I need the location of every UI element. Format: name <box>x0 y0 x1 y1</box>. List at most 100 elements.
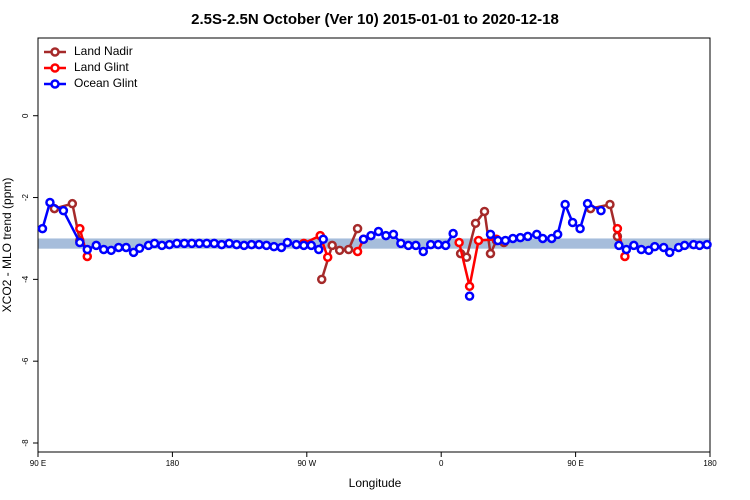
data-point <box>358 234 369 245</box>
data-point <box>269 241 279 252</box>
data-point <box>157 240 167 251</box>
data-point <box>515 232 526 243</box>
data-point <box>322 252 333 263</box>
data-point <box>694 240 705 251</box>
data-point <box>179 238 190 249</box>
data-point <box>134 243 145 254</box>
data-point <box>82 244 93 255</box>
data-point <box>98 244 109 255</box>
data-point <box>164 239 175 250</box>
data-point <box>440 240 451 251</box>
data-point <box>194 238 205 249</box>
data-point <box>403 240 414 251</box>
x-tick-label: 90 E <box>30 459 46 468</box>
data-point <box>532 229 542 240</box>
data-point <box>464 291 475 301</box>
data-point <box>679 240 690 251</box>
x-tick-label: 180 <box>703 459 717 468</box>
data-point <box>113 242 124 253</box>
data-point <box>187 238 197 249</box>
data-point <box>612 223 623 234</box>
y-axis-label: XCO2 - MLO trend (ppm) <box>0 178 14 313</box>
legend-marker <box>50 63 60 73</box>
data-point <box>75 223 85 234</box>
data-point <box>261 240 272 251</box>
data-point <box>121 242 131 253</box>
y-tick-label: -2 <box>21 193 30 201</box>
data-point <box>282 237 293 248</box>
data-point <box>500 235 511 246</box>
x-axis-label: Longitude <box>349 476 402 490</box>
legend-marker <box>50 79 60 89</box>
data-point <box>508 233 518 244</box>
data-point <box>37 223 48 234</box>
data-point <box>149 238 160 249</box>
data-point <box>664 247 675 258</box>
reference-band <box>38 238 710 249</box>
x-tick-label: 90 E <box>567 459 583 468</box>
data-point <box>702 239 712 250</box>
data-point <box>334 245 345 256</box>
data-point <box>454 237 464 248</box>
data-point <box>91 240 101 251</box>
data-point <box>523 231 533 242</box>
data-point <box>425 239 436 250</box>
data-point <box>636 244 647 255</box>
x-tick-label: 0 <box>439 459 444 468</box>
data-point <box>575 223 585 234</box>
y-tick-label: -6 <box>21 357 30 365</box>
data-point <box>546 233 557 244</box>
data-point <box>473 235 484 246</box>
data-point <box>366 230 376 241</box>
data-point <box>464 281 475 292</box>
data-point <box>313 244 324 255</box>
data-point <box>128 247 139 258</box>
data-point <box>448 228 458 239</box>
data-point <box>45 197 55 208</box>
data-point <box>318 234 328 245</box>
data-point <box>224 238 234 249</box>
y-tick-label: -8 <box>21 439 30 447</box>
legend-label: Ocean Glint <box>74 76 138 90</box>
x-tick-label: 90 W <box>297 459 316 468</box>
y-tick-label: 0 <box>21 113 30 118</box>
data-point <box>614 240 624 251</box>
data-point <box>209 238 219 249</box>
data-point <box>352 223 363 234</box>
data-point <box>172 238 182 249</box>
y-tick-label: -4 <box>21 275 30 283</box>
data-point <box>537 233 548 244</box>
data-point <box>605 199 615 210</box>
data-point <box>327 240 337 251</box>
data-point <box>239 240 249 251</box>
data-point <box>381 230 391 241</box>
data-point <box>299 240 309 251</box>
x-tick-label: 180 <box>166 459 180 468</box>
data-point <box>567 217 578 228</box>
legend-label: Land Glint <box>74 60 129 74</box>
data-point <box>291 239 302 250</box>
data-point <box>658 242 669 253</box>
data-point <box>75 237 85 248</box>
data-point <box>201 238 212 249</box>
data-point <box>58 205 69 216</box>
data-point <box>649 241 660 252</box>
data-point <box>485 229 496 240</box>
data-point <box>343 244 354 255</box>
data-point <box>479 206 490 217</box>
data-point <box>231 239 242 250</box>
data-point <box>470 218 481 229</box>
data-point <box>485 248 496 259</box>
data-point <box>306 240 317 251</box>
data-point <box>433 239 443 250</box>
data-point <box>411 240 421 251</box>
data-point <box>352 246 363 257</box>
data-point <box>596 205 606 216</box>
legend-marker <box>50 47 60 57</box>
data-point <box>246 239 257 250</box>
legend-label: Land Nadir <box>74 44 133 58</box>
data-point <box>216 239 227 250</box>
data-point <box>254 239 264 250</box>
data-point <box>316 274 327 285</box>
data-point <box>621 244 632 255</box>
